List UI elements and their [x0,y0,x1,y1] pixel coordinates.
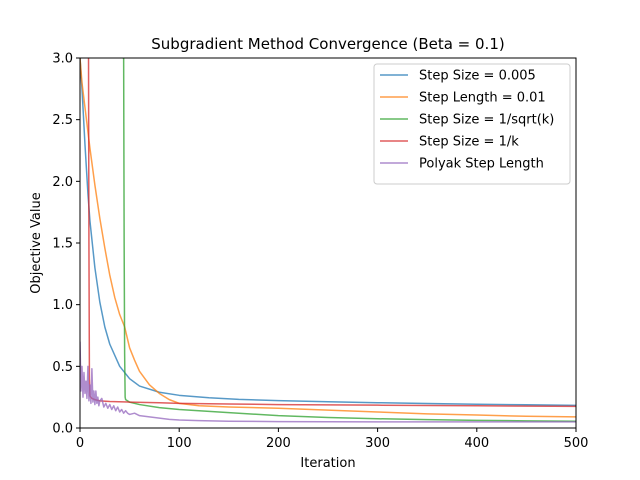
x-tick-label: 200 [266,436,291,451]
y-tick-label: 2.5 [52,113,73,128]
y-tick-label: 1.0 [52,298,73,313]
x-tick-label: 100 [167,436,192,451]
x-tick-label: 500 [564,436,589,451]
y-axis-title: Objective Value [29,192,44,293]
series-line-2 [122,58,576,422]
y-tick-label: 0.5 [52,360,73,375]
y-tick-label: 0.0 [52,422,73,437]
legend: Step Size = 0.005 Step Length = 0.01 Step … [373,63,571,185]
chart-title: Subgradient Method Convergence (Beta = 0… [151,35,504,53]
legend-label-2: Step Size = 1/sqrt(k) [419,113,554,128]
series-line-3 [87,58,576,408]
series-line-1 [80,58,576,418]
series-layer [80,58,576,423]
x-tick-label: 0 [76,436,84,451]
x-axis-title: Iteration [300,456,355,471]
legend-label-0: Step Size = 0.005 [419,69,536,84]
series-line-4 [80,341,576,423]
axes-layer: 0 100 200 300 400 500 0.0 0.5 1.0 1.5 2.0 2.5 3.0 [52,52,588,452]
legend-box [373,63,571,185]
y-tick-label: 1.5 [52,237,73,252]
y-tick-label: 3.0 [52,52,73,67]
legend-label-3: Step Size = 1/k [419,135,519,150]
y-tick-label: 2.0 [52,175,73,190]
x-tick-label: 400 [464,436,489,451]
legend-label-1: Step Length = 0.01 [419,91,546,106]
x-tick-label: 300 [365,436,390,451]
legend-label-4: Polyak Step Length [419,157,544,172]
